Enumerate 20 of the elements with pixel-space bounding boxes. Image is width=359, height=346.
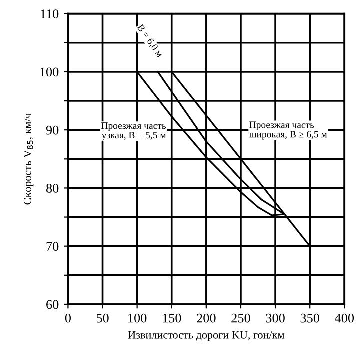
y-tick-label: 90 — [46, 126, 59, 135]
x-tick-label: 350 — [300, 314, 320, 323]
y-tick-label: 60 — [46, 300, 59, 310]
y-axis-title: Скорость V$_{85}$, км/ч — [24, 113, 34, 205]
y-tick-label: 100 — [40, 68, 59, 77]
x-tick-label: 200 — [197, 314, 216, 323]
y-tick-label: 80 — [46, 184, 59, 193]
x-tick-label: 300 — [266, 314, 285, 323]
text: B = 6,0 м — [136, 24, 164, 59]
x-tick-label: 150 — [163, 314, 182, 323]
y-tick-label: 110 — [41, 10, 59, 19]
series-label: Проезжая часть широкая, B ≥ 6,5 м — [249, 122, 328, 140]
x-tick-label: 250 — [232, 314, 250, 323]
x-tick-label: 0 — [65, 314, 72, 323]
x-tick-label: 400 — [335, 314, 354, 323]
y-tick-label: 70 — [46, 242, 59, 252]
x-axis-title: Извилистость дороги KU, гон/км — [128, 331, 285, 342]
x-tick-label: 50 — [96, 314, 109, 323]
series-label: Проезжая часть узкая, B = 5,5 м — [101, 122, 166, 141]
x-tick-label: 100 — [128, 314, 147, 323]
